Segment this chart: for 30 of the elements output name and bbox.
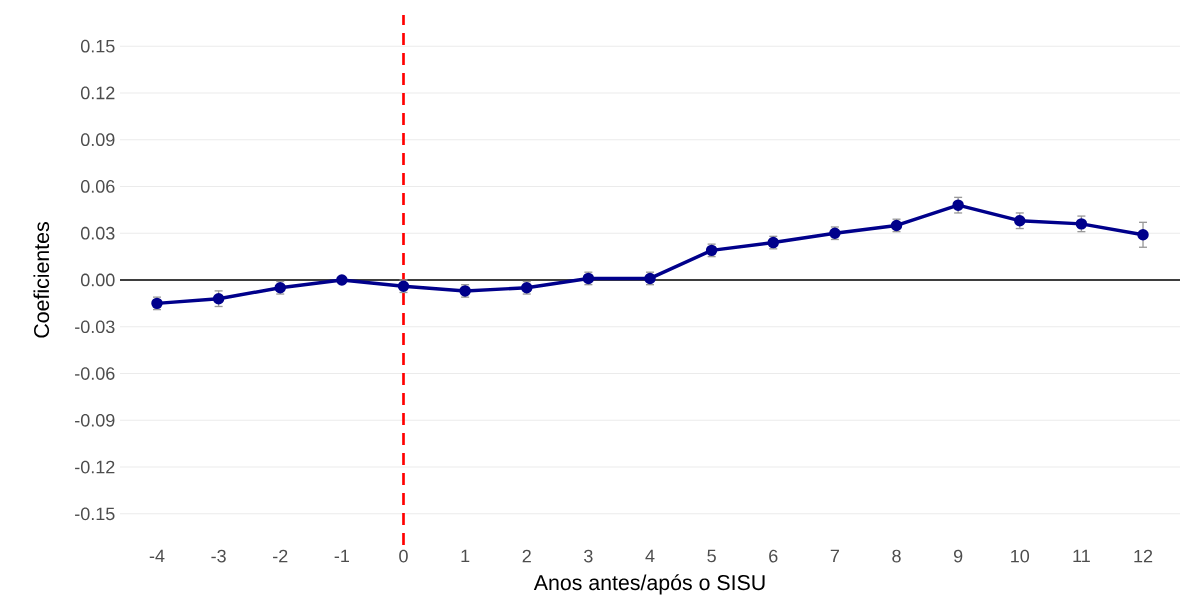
- y-tick-label: 0.12: [80, 86, 115, 100]
- x-tick-label: -4: [149, 549, 165, 563]
- y-tick-label: 0.15: [80, 39, 115, 53]
- y-tick-label: -0.06: [75, 367, 115, 380]
- y-tick-label: -0.15: [75, 507, 115, 521]
- x-tick-label: 6: [769, 549, 778, 563]
- x-tick-label: -2: [273, 549, 288, 563]
- y-tick-label: 0.09: [80, 133, 115, 147]
- x-tick-label: -3: [211, 549, 226, 563]
- y-tick-label: -0.03: [75, 320, 115, 334]
- y-tick-label: 0.06: [80, 180, 115, 193]
- x-tick-label: 5: [707, 549, 716, 563]
- x-tick-label: 10: [1011, 549, 1030, 563]
- x-tick-label: 12: [1134, 549, 1153, 563]
- y-tick-label: 0.03: [80, 226, 115, 240]
- x-tick-label: 7: [830, 549, 839, 563]
- x-tick-label: 8: [892, 549, 901, 563]
- x-tick-label: 4: [645, 549, 655, 563]
- y-tick-label: -0.09: [75, 413, 115, 427]
- x-tick-label: 11: [1073, 549, 1090, 563]
- y-tick-label: 0.00: [80, 273, 115, 287]
- x-axis-title: Anos antes/após o SISU: [533, 574, 765, 595]
- y-axis-title: Coeficientes: [33, 222, 50, 338]
- x-tick-label: 1: [461, 549, 470, 563]
- x-tick-label: 0: [399, 549, 408, 563]
- x-tick-label: -1: [334, 549, 349, 563]
- x-tick-label: 9: [953, 549, 963, 563]
- x-tick-label: 3: [584, 549, 593, 563]
- x-tick-label: 2: [522, 549, 531, 563]
- y-tick-label: -0.12: [75, 460, 115, 474]
